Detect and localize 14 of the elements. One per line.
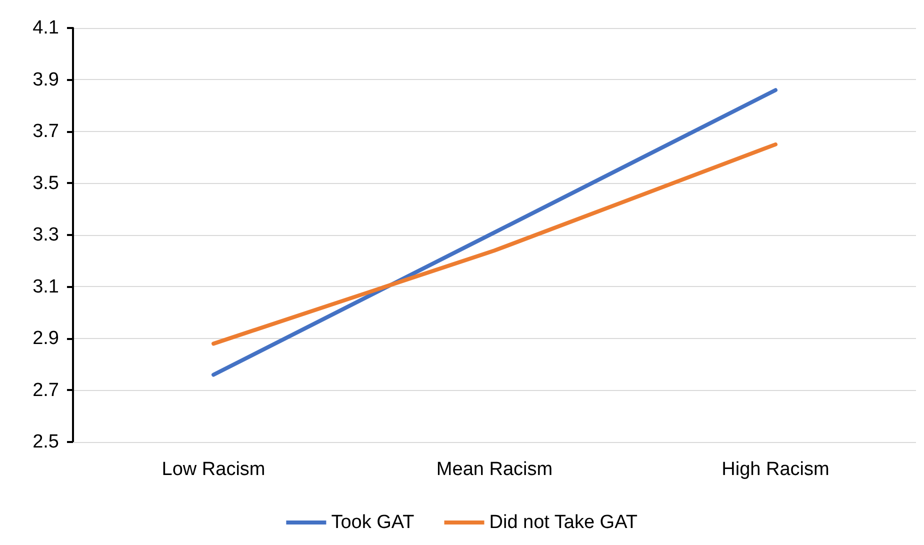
y-tick-label: 3.5 (32, 172, 59, 194)
y-tick-label: 4.1 (32, 18, 59, 38)
y-tick-label: 3.9 (32, 69, 59, 90)
y-tick-label: 3.1 (32, 276, 59, 298)
y-tick-label: 3.7 (32, 121, 59, 142)
y-tick-label: 2.5 (32, 432, 59, 452)
x-tick-label: High Racism (722, 459, 830, 480)
y-tick-label: 2.9 (32, 328, 59, 349)
y-tick-label: 2.7 (32, 380, 59, 401)
x-tick-label: Mean Racism (436, 459, 553, 480)
y-tick-label: 3.3 (32, 224, 59, 246)
legend-label: Took GAT (331, 512, 415, 533)
x-tick-label: Low Racism (162, 459, 266, 480)
legend-label: Did not Take GAT (489, 512, 638, 533)
